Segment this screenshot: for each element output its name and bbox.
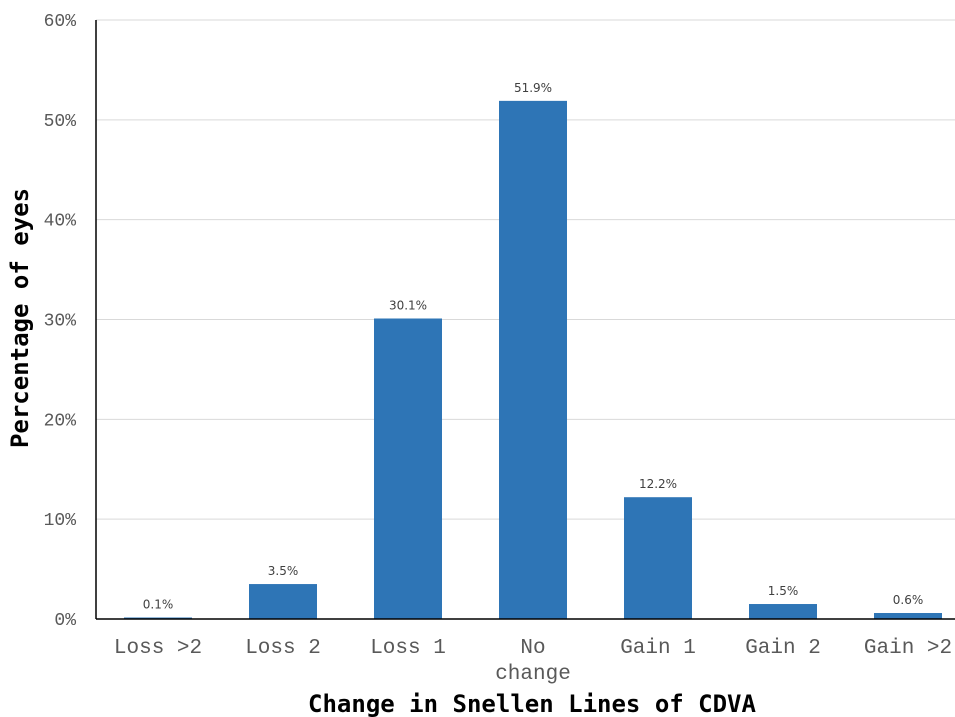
data-label: 0.6%: [893, 593, 924, 607]
x-tick-label: Loss 1: [370, 637, 446, 660]
x-tick-label: Loss >2: [114, 637, 202, 660]
x-tick-label: Gain 1: [620, 637, 696, 660]
data-label: 12.2%: [639, 477, 677, 491]
data-label: 30.1%: [389, 299, 427, 313]
y-tick-label: 20%: [44, 411, 77, 431]
data-label: 3.5%: [268, 564, 299, 578]
y-tick-label: 50%: [44, 112, 77, 132]
y-axis-title: Percentage of eyes: [6, 188, 34, 448]
bars: [124, 100, 942, 620]
x-tick-label: Loss 2: [245, 637, 321, 660]
y-tick-label: 40%: [44, 212, 77, 232]
y-tick-label: 60%: [44, 12, 77, 32]
y-tick-label: 10%: [44, 511, 77, 531]
x-tick-label: No change: [495, 637, 571, 686]
x-tick-label: Gain 2: [745, 637, 821, 660]
bar: [499, 100, 567, 620]
data-label: 0.1%: [143, 598, 174, 612]
y-tick-label: 0%: [54, 611, 76, 631]
x-tick-label: Gain >2: [864, 637, 952, 660]
data-label: 1.5%: [768, 584, 799, 598]
bar: [374, 318, 442, 619]
y-tick-label: 30%: [44, 312, 77, 332]
bar: [249, 584, 317, 619]
bar: [749, 604, 817, 619]
bar: [624, 497, 692, 619]
x-axis-title: Change in Snellen Lines of CDVA: [308, 690, 756, 717]
data-label: 51.9%: [514, 81, 552, 95]
x-axis-ticks: Loss >2 Loss 2 Loss 1 No change Gain 1 Gain 2 G…: [114, 637, 952, 686]
y-axis-ticks: 0% 10% 20% 30% 40% 50% 60%: [44, 12, 77, 631]
bar: [874, 613, 942, 619]
data-labels: 0.1% 3.5% 30.1% 51.9% 12.2% 1.5% 0.6%: [143, 81, 924, 612]
